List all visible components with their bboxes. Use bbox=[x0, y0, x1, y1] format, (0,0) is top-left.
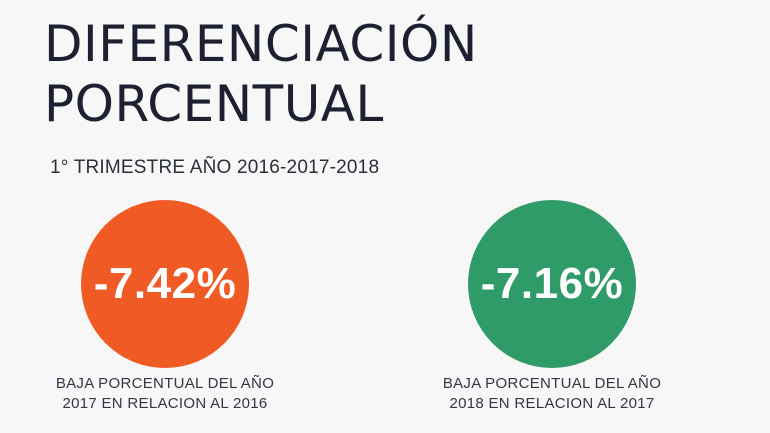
caption-line-1: BAJA PORCENTUAL DEL AÑO bbox=[442, 375, 662, 392]
stat-value: -7.42% bbox=[93, 259, 237, 308]
title-line-1: DIFERENCIACIÓN bbox=[44, 15, 478, 73]
page-title: DIFERENCIACIÓN PORCENTUAL bbox=[44, 14, 478, 134]
stat-2017: -7.42% BAJA PORCENTUAL DEL AÑO 2017 EN R… bbox=[25, 200, 305, 414]
caption-line-2: 2017 EN RELACION AL 2016 bbox=[62, 395, 268, 412]
subtitle: 1° TRIMESTRE AÑO 2016-2017-2018 bbox=[50, 157, 380, 178]
stat-caption: BAJA PORCENTUAL DEL AÑO 2017 EN RELACION… bbox=[25, 374, 305, 414]
caption-line-1: BAJA PORCENTUAL DEL AÑO bbox=[55, 375, 275, 392]
stat-circle-green: -7.16% bbox=[468, 200, 636, 368]
caption-line-2: 2018 EN RELACION AL 2017 bbox=[449, 395, 655, 412]
stat-value: -7.16% bbox=[480, 259, 624, 308]
stat-2018: -7.16% BAJA PORCENTUAL DEL AÑO 2018 EN R… bbox=[412, 200, 692, 414]
stat-circle-orange: -7.42% bbox=[81, 200, 249, 368]
stat-caption: BAJA PORCENTUAL DEL AÑO 2018 EN RELACION… bbox=[412, 374, 692, 414]
title-line-2: PORCENTUAL bbox=[44, 75, 384, 133]
